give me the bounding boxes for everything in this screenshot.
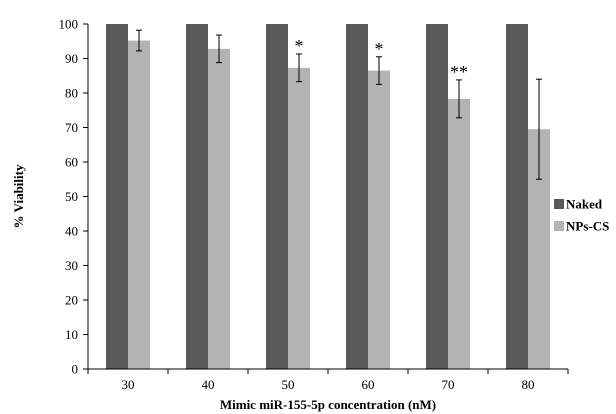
bar-naked bbox=[106, 24, 128, 369]
y-tick-label: 50 bbox=[65, 189, 78, 204]
axes-layer bbox=[83, 23, 569, 374]
y-tick-labels: 0 10 20 30 40 50 60 70 80 90 100 bbox=[59, 17, 79, 377]
significance-marker: * bbox=[295, 36, 304, 56]
y-tick-label: 80 bbox=[65, 86, 78, 101]
y-tick-label: 70 bbox=[65, 120, 78, 135]
bar-naked bbox=[506, 24, 528, 369]
bar-naked bbox=[186, 24, 208, 369]
y-tick-label: 0 bbox=[72, 362, 79, 377]
bar-naked bbox=[346, 24, 368, 369]
bars-layer bbox=[106, 24, 550, 370]
bar-nps-cs bbox=[128, 40, 150, 370]
legend-label-nps-cs: NPs-CS bbox=[566, 219, 609, 234]
legend-swatch-naked bbox=[554, 199, 564, 209]
x-tick-labels: 30 40 50 60 70 80 bbox=[122, 377, 535, 392]
bar-nps-cs bbox=[288, 67, 310, 369]
x-tick-label: 70 bbox=[442, 377, 455, 392]
y-tick-label: 10 bbox=[65, 327, 78, 342]
bar-nps-cs bbox=[208, 48, 230, 370]
y-tick-label: 100 bbox=[59, 17, 79, 32]
y-tick-label: 90 bbox=[65, 51, 78, 66]
legend-swatch-nps-cs bbox=[554, 221, 564, 231]
bar-nps-cs bbox=[448, 98, 470, 370]
significance-marker: * bbox=[375, 39, 384, 59]
significance-annotations-layer: * *** bbox=[295, 36, 469, 82]
y-axis-title: % Viability bbox=[11, 164, 26, 228]
significance-marker: ** bbox=[450, 62, 468, 82]
x-tick-label: 60 bbox=[362, 377, 375, 392]
bar-naked bbox=[426, 24, 448, 369]
bar-nps-cs bbox=[528, 129, 550, 369]
x-tick-label: 40 bbox=[202, 377, 215, 392]
error-bars-layer bbox=[136, 29, 542, 180]
y-tick-label: 60 bbox=[65, 155, 78, 170]
x-tick-label: 80 bbox=[522, 377, 535, 392]
legend-label-naked: Naked bbox=[566, 197, 603, 212]
x-axis-title: Mimic miR-155-5p concentration (nM) bbox=[220, 397, 436, 412]
y-tick-label: 30 bbox=[65, 258, 78, 273]
x-tick-label: 50 bbox=[282, 377, 295, 392]
bar-naked bbox=[266, 24, 288, 369]
legend: Naked NPs-CS bbox=[554, 197, 609, 234]
y-tick-label: 40 bbox=[65, 224, 78, 239]
bar-nps-cs bbox=[368, 70, 390, 369]
x-tick-label: 30 bbox=[122, 377, 135, 392]
y-tick-label: 20 bbox=[65, 293, 78, 308]
